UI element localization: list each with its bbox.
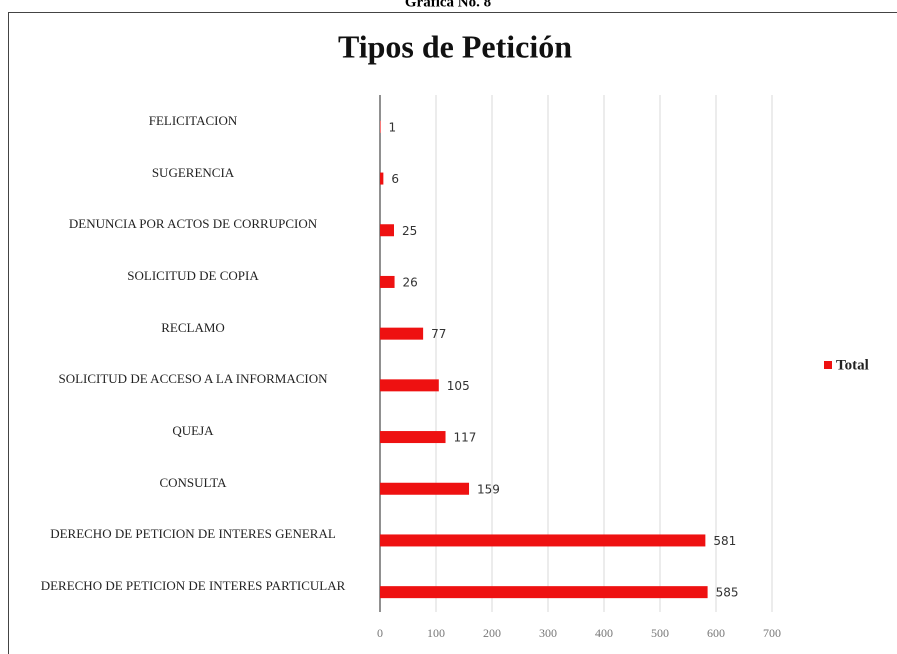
data-label: 1 (389, 120, 397, 134)
bar (380, 534, 706, 547)
data-label: 159 (477, 482, 500, 496)
data-label: 77 (431, 327, 446, 341)
y-tick-label: DERECHO DE PETICION DE INTERES GENERAL (50, 526, 336, 542)
bar (380, 586, 708, 599)
bar (380, 327, 424, 340)
bar (380, 224, 394, 237)
bar (380, 379, 439, 392)
y-tick-label: DERECHO DE PETICION DE INTERES PARTICULA… (40, 578, 346, 594)
chart-frame (8, 12, 897, 654)
y-tick-label: SUGERENCIA (151, 164, 235, 180)
y-tick-label: RECLAMO (161, 319, 225, 335)
x-tick-label: 300 (539, 626, 557, 640)
x-tick-label: 0 (377, 626, 383, 640)
x-tick-label: 200 (483, 626, 501, 640)
x-tick-label: 400 (595, 626, 613, 640)
x-tick-label: 600 (707, 626, 725, 640)
y-tick-label: FELICITACION (148, 112, 238, 128)
legend-label: Total (836, 357, 869, 373)
data-label: 585 (716, 586, 739, 600)
bar (380, 482, 470, 495)
caption: Gráfica No. 8 (405, 0, 491, 10)
legend-swatch (824, 361, 832, 369)
y-tick-label: DENUNCIA POR ACTOS DE CORRUPCION (68, 216, 318, 232)
x-tick-label: 500 (651, 626, 669, 640)
y-tick-label: CONSULTA (159, 474, 227, 490)
bar (380, 172, 384, 185)
y-tick-label: SOLICITUD DE COPIA (127, 267, 259, 283)
bar (380, 275, 395, 288)
y-tick-label: SOLICITUD DE ACCESO A LA INFORMACION (58, 371, 328, 387)
data-label: 581 (713, 534, 736, 548)
bar (380, 120, 381, 133)
bar (380, 431, 446, 444)
x-tick-label: 100 (427, 626, 445, 640)
data-label: 6 (391, 172, 399, 186)
data-label: 25 (402, 224, 417, 238)
y-tick-label: QUEJA (172, 423, 214, 439)
chart-title: Tipos de Petición (338, 28, 572, 64)
x-tick-label: 700 (763, 626, 781, 640)
data-label: 105 (447, 379, 470, 393)
data-label: 117 (454, 431, 477, 445)
data-label: 26 (403, 275, 418, 289)
